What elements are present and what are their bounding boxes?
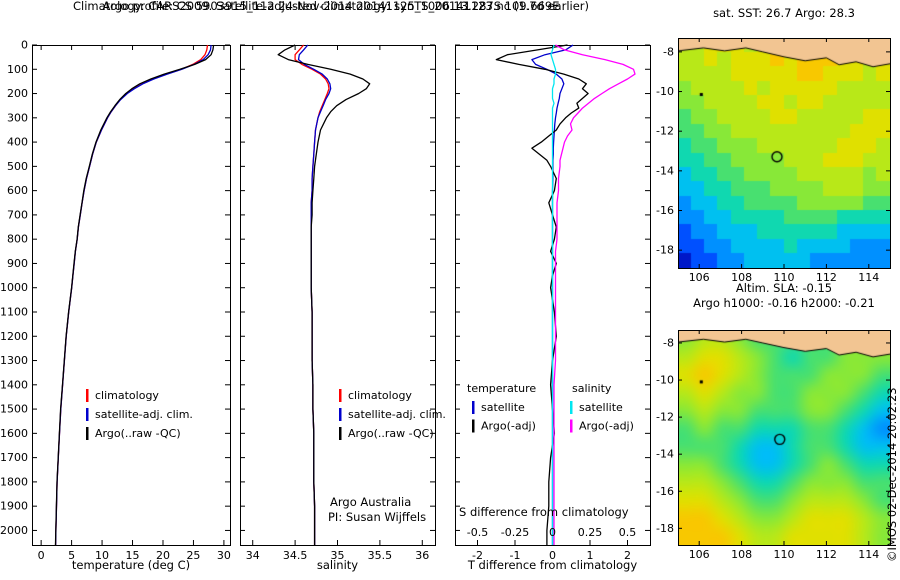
- svg-text:-16: -16: [656, 485, 674, 498]
- svg-text:300: 300: [7, 111, 28, 124]
- ts_difference-series-line: [495, 44, 589, 545]
- svg-text:salinity: salinity: [572, 382, 612, 395]
- legend-swatch: [339, 408, 342, 421]
- temp_profile-series-line: [54, 44, 212, 546]
- svg-text:climatology: climatology: [348, 389, 412, 402]
- svg-text:climatology: climatology: [95, 389, 159, 402]
- svg-text:110: 110: [774, 548, 795, 561]
- s-axis-title: S difference from climatology: [459, 505, 629, 519]
- copyright-vertical-text: ©IMOS 02-Dec-2014 20:02:23: [885, 387, 899, 562]
- svg-text:-16: -16: [656, 204, 674, 217]
- ts_difference-series-line: [531, 44, 574, 545]
- svg-text:1400: 1400: [0, 378, 28, 391]
- svg-text:900: 900: [7, 257, 28, 270]
- svg-text:-18: -18: [656, 244, 674, 257]
- svg-text:satellite: satellite: [481, 401, 525, 414]
- svg-text:satellite-adj. clim.: satellite-adj. clim.: [348, 408, 446, 421]
- main-title: Argo profile: CS 5903915_112 24-Nov-2014…: [102, 0, 560, 13]
- svg-text:700: 700: [7, 208, 28, 221]
- annotation-argo-australia: Argo Australia: [330, 495, 412, 509]
- svg-text:0: 0: [21, 39, 28, 52]
- svg-text:Argo(..raw -QC): Argo(..raw -QC): [95, 427, 181, 440]
- sla-map-title-line2: Argo h1000: -0.16 h2000: -0.21: [693, 296, 875, 310]
- svg-text:0.25: 0.25: [578, 526, 603, 539]
- svg-text:-0.25: -0.25: [501, 526, 529, 539]
- svg-text:1600: 1600: [0, 427, 28, 440]
- legend-swatch: [86, 427, 89, 440]
- svg-text:400: 400: [7, 136, 28, 149]
- svg-text:Argo(-adj): Argo(-adj): [579, 420, 634, 433]
- sst-map-canvas: [678, 38, 890, 268]
- temp_profile-series-line: [54, 44, 215, 546]
- svg-text:-8: -8: [663, 336, 674, 349]
- svg-text:1300: 1300: [0, 354, 28, 367]
- svg-text:temperature: temperature: [467, 382, 536, 395]
- svg-text:112: 112: [816, 548, 837, 561]
- ts_difference-series-line: [550, 44, 557, 545]
- xlabel-temperature: temperature (deg C): [71, 558, 191, 572]
- xlabel-salinity: salinity: [316, 558, 359, 572]
- svg-text:1000: 1000: [0, 281, 28, 294]
- temp_profile-series-line: [54, 44, 209, 546]
- annotation-pi: PI: Susan Wijffels: [328, 510, 427, 524]
- sla-map-canvas: [678, 330, 890, 545]
- svg-text:Argo(..raw -QC): Argo(..raw -QC): [348, 427, 434, 440]
- svg-text:108: 108: [731, 548, 752, 561]
- legend-swatch: [86, 408, 89, 421]
- svg-text:2000: 2000: [0, 524, 28, 537]
- svg-text:800: 800: [7, 233, 28, 246]
- legend-swatch: [472, 419, 475, 433]
- svg-text:-8: -8: [663, 45, 674, 58]
- svg-text:100: 100: [7, 63, 28, 76]
- legend-swatch: [339, 389, 342, 402]
- svg-text:0: 0: [549, 526, 556, 539]
- svg-text:Argo(-adj): Argo(-adj): [481, 420, 536, 433]
- svg-text:satellite-adj. clim.: satellite-adj. clim.: [95, 408, 193, 421]
- svg-text:1100: 1100: [0, 305, 28, 318]
- legend-swatch: [472, 401, 475, 414]
- svg-text:1700: 1700: [0, 451, 28, 464]
- svg-text:1200: 1200: [0, 330, 28, 343]
- svg-text:-14: -14: [656, 164, 674, 177]
- xlabel-t-difference: T difference from climatology: [467, 558, 638, 572]
- legend-swatch: [86, 389, 89, 402]
- sal_profile-series-line: [294, 44, 330, 545]
- svg-text:200: 200: [7, 87, 28, 100]
- svg-text:-12: -12: [656, 411, 674, 424]
- sal_profile-frame: [240, 45, 436, 546]
- svg-text:-18: -18: [656, 522, 674, 535]
- sla-map-title-line1: Altim. SLA: -0.15: [735, 281, 833, 295]
- svg-text:-12: -12: [656, 125, 674, 138]
- temp_profile-frame: [32, 45, 231, 546]
- sal_profile-series-line: [297, 44, 332, 545]
- svg-text:0.5: 0.5: [619, 526, 637, 539]
- legend-swatch: [339, 427, 342, 440]
- svg-text:500: 500: [7, 160, 28, 173]
- svg-text:-10: -10: [656, 85, 674, 98]
- svg-text:1800: 1800: [0, 475, 28, 488]
- legend-swatch: [570, 401, 573, 414]
- svg-text:1500: 1500: [0, 403, 28, 416]
- svg-text:106: 106: [689, 548, 710, 561]
- sst-map-title: sat. SST: 26.7 Argo: 28.3: [713, 6, 855, 20]
- svg-text:-10: -10: [656, 374, 674, 387]
- svg-text:1900: 1900: [0, 500, 28, 513]
- subtitle: Climatology: CARS2009. Satellite-adjuste…: [72, 0, 590, 13]
- ts_difference-series-line: [553, 44, 636, 545]
- legend-swatch: [570, 419, 573, 433]
- svg-text:satellite: satellite: [579, 401, 623, 414]
- svg-text:-0.5: -0.5: [467, 526, 488, 539]
- svg-text:114: 114: [858, 548, 879, 561]
- svg-text:600: 600: [7, 184, 28, 197]
- ts_difference-frame: [455, 45, 651, 546]
- svg-text:-14: -14: [656, 448, 674, 461]
- sal_profile-series-line: [277, 44, 371, 545]
